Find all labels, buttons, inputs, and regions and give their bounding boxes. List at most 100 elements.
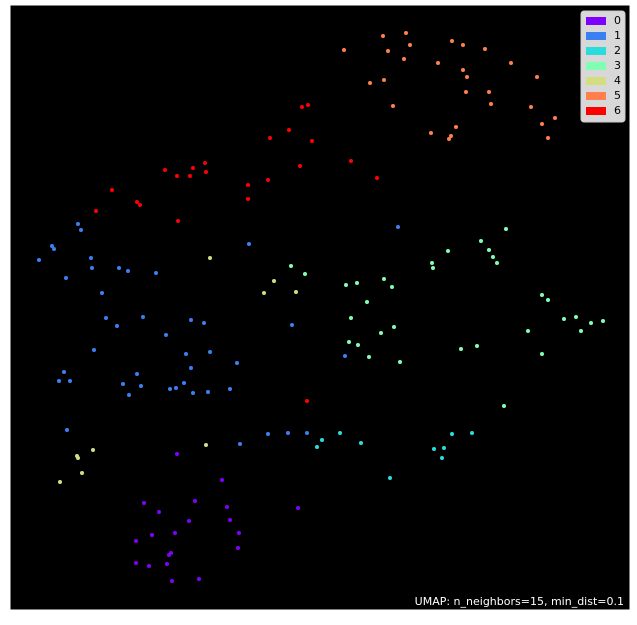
point [58,480,62,484]
point [343,354,347,358]
legend-swatch [586,17,606,25]
point [450,432,454,436]
point [92,348,96,352]
point [62,370,66,374]
point [68,379,72,383]
legend-swatch [586,47,606,55]
point [540,352,544,356]
point [454,125,458,129]
point [203,161,207,165]
point [187,519,191,523]
point [287,128,291,132]
point [236,546,240,550]
point [91,448,95,452]
point [367,355,371,359]
point [100,291,104,295]
legend-label: 6 [614,104,621,117]
point [601,319,605,323]
point [375,176,379,180]
point [150,533,154,537]
point [303,272,307,276]
point [464,90,468,94]
point [396,225,400,229]
legend-label: 2 [614,44,621,57]
point [65,428,69,432]
legend-label: 1 [614,29,621,42]
point [315,445,319,449]
point [540,293,544,297]
point [440,456,444,460]
point [290,323,294,327]
point [483,47,487,51]
point [238,442,242,446]
point [359,441,363,445]
point [182,381,186,385]
point [169,551,173,555]
point [94,209,98,213]
point [175,452,179,456]
point [310,139,314,143]
point [134,539,138,543]
legend-label: 0 [614,14,621,27]
legend-swatch [586,107,606,115]
point [487,90,491,94]
point [465,75,469,79]
point [487,248,491,252]
point [546,136,550,140]
point [355,281,359,285]
point [562,317,566,321]
point [52,247,56,251]
point [127,393,131,397]
point [189,318,193,322]
point [170,579,174,583]
legend-swatch [586,92,606,100]
point [176,219,180,223]
point [442,446,446,450]
annotation: UMAP: n_neighbors=15, min_dist=0.1 [415,595,624,608]
point [526,329,530,333]
legend-swatch [586,62,606,70]
point [382,277,386,281]
point [225,505,229,509]
point [356,343,360,347]
point [157,510,161,514]
point [475,344,479,348]
point [89,256,93,260]
legend-label: 5 [614,89,621,102]
point [398,360,402,364]
point [300,105,304,109]
point [402,57,406,61]
point [165,562,169,566]
point [429,131,433,135]
point [139,384,143,388]
point [432,447,436,451]
point [461,43,465,47]
point [272,279,276,283]
point [344,283,348,287]
point [197,577,201,581]
point [286,431,290,435]
point [298,164,302,168]
point [174,386,178,390]
point [368,81,372,85]
point [408,43,412,47]
point [529,105,533,109]
point [306,103,310,107]
point [546,298,550,302]
point [184,352,188,356]
point [305,431,309,435]
point [37,258,41,262]
point [173,531,177,535]
point [228,387,232,391]
point [135,200,139,204]
legend-label: 3 [614,59,621,72]
point [431,266,435,270]
point [589,321,593,325]
point [470,431,474,435]
point [436,61,440,65]
point [220,478,224,482]
point [268,136,272,140]
point [502,404,506,408]
point [168,387,172,391]
